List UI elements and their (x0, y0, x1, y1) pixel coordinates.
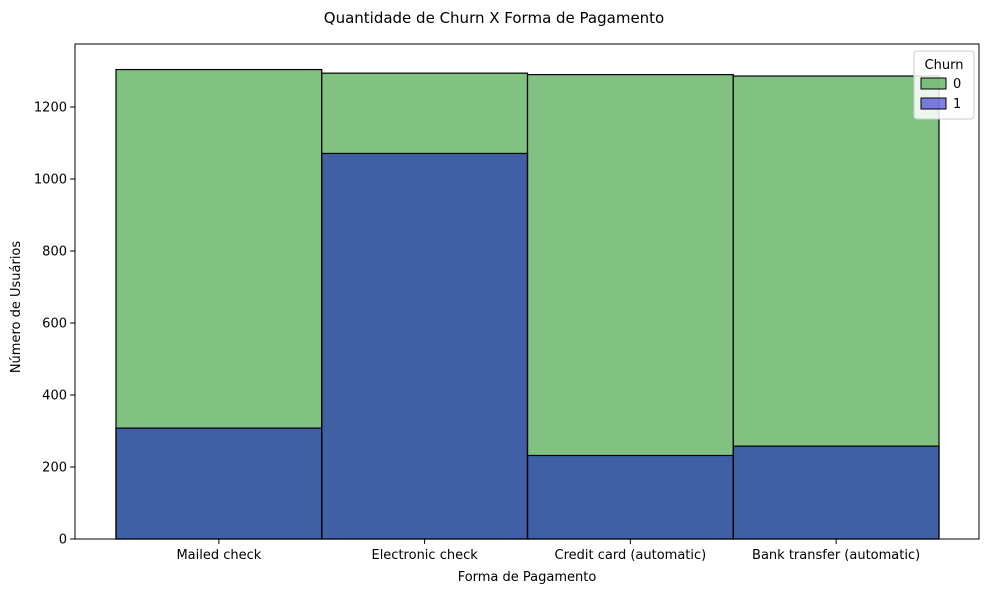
plot-frame (74, 43, 980, 540)
y-tick-label: 0 (59, 533, 67, 548)
bar-series-1-3 (526, 454, 734, 540)
legend-swatch-1 (920, 97, 947, 110)
x-tick-label: Mailed check (176, 548, 261, 563)
x-tick-label: Credit card (automatic) (555, 548, 707, 563)
bar-series-1-2 (321, 152, 529, 540)
x-axis-title: Forma de Pagamento (458, 570, 597, 585)
y-tick-label: 400 (42, 389, 67, 404)
legend-label-0: 0 (953, 77, 961, 92)
axes: 0 200 400 600 800 1000 1200 Mailed check Electro… (34, 43, 980, 563)
bars (115, 68, 940, 540)
y-tick-label: 1200 (34, 101, 67, 116)
y-tick-label: 800 (42, 245, 67, 260)
bar-series-1-4 (732, 445, 940, 540)
y-axis-title: Número de Usuários (9, 241, 24, 374)
x-tick-label: Bank transfer (automatic) (752, 548, 920, 563)
legend-title: Churn (925, 58, 964, 73)
legend-label-1: 1 (953, 97, 961, 112)
bar-series-1-1 (115, 427, 323, 540)
legend-swatch-0 (920, 77, 947, 90)
x-tick-label: Electronic check (371, 548, 478, 563)
y-tick-label: 200 (42, 461, 67, 476)
legend: Churn 0 1 (913, 50, 975, 120)
y-tick-label: 600 (42, 317, 67, 332)
chart-title: Quantidade de Churn X Forma de Pagamento (324, 9, 664, 27)
y-tick-label: 1000 (34, 173, 67, 188)
